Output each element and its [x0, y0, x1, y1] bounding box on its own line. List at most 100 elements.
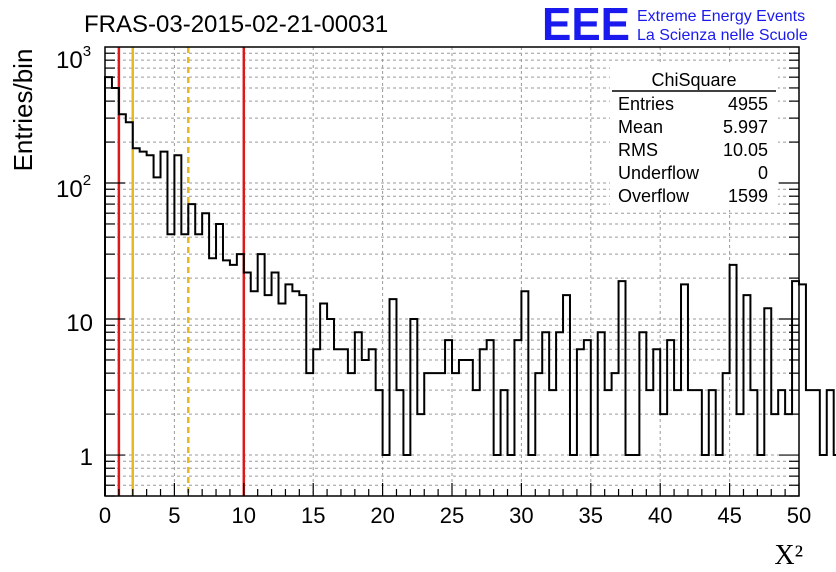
- eee-logo: EEE Extreme Energy Events La Scienza nel…: [542, 0, 808, 50]
- histogram-bin: [813, 390, 820, 496]
- histogram-bin: [723, 373, 730, 496]
- histogram-bin: [521, 291, 528, 496]
- histogram-bin: [591, 455, 598, 496]
- histogram-bin: [827, 390, 834, 496]
- stats-box-bg: [610, 64, 778, 210]
- x-tick-label: 30: [509, 503, 533, 528]
- histogram-bin: [147, 155, 154, 496]
- histogram-bin: [390, 299, 397, 496]
- histogram-bin: [695, 390, 702, 496]
- histogram-bin: [563, 295, 570, 496]
- histogram-bin: [487, 340, 494, 496]
- histogram-bin: [626, 455, 633, 496]
- histogram-bin: [619, 281, 626, 496]
- stats-label-overflow: Overflow: [618, 186, 690, 206]
- histogram-bin: [362, 360, 369, 496]
- histogram-bin: [445, 340, 452, 496]
- histogram-bin: [743, 295, 750, 496]
- histogram-bin: [480, 349, 487, 496]
- histogram-bin: [424, 373, 431, 496]
- histogram-bin: [251, 291, 258, 496]
- histogram-bin: [161, 152, 168, 496]
- histogram-bin: [285, 284, 292, 496]
- histogram-bin: [730, 265, 737, 496]
- histogram-bin: [341, 349, 348, 496]
- histogram-bin: [612, 373, 619, 496]
- x-tick-label: 10: [232, 503, 256, 528]
- histogram-bin: [806, 390, 813, 496]
- histogram-bin: [542, 332, 549, 496]
- histogram-bin: [716, 455, 723, 496]
- histogram-bin: [764, 308, 771, 496]
- histogram-bin: [154, 177, 161, 496]
- histogram-bin: [140, 152, 147, 496]
- histogram-bin: [459, 360, 466, 496]
- histogram-bin: [202, 213, 209, 496]
- histogram-bin: [292, 291, 299, 496]
- stats-value-rms: 10.05: [723, 140, 768, 160]
- stats-value-entries: 4955: [728, 94, 768, 114]
- y-tick-labels: 103 102 10 1: [56, 43, 93, 471]
- histogram-bin: [105, 77, 112, 496]
- histogram-bin: [279, 304, 286, 496]
- histogram-bin: [223, 260, 230, 496]
- logo-line-2: La Scienza nelle Scuole: [637, 27, 808, 44]
- histogram-bin: [417, 414, 424, 496]
- histogram-bin: [570, 455, 577, 496]
- y-tick-label-100: 102: [56, 172, 91, 203]
- histogram-bin: [556, 332, 563, 496]
- histogram-bin: [174, 155, 181, 496]
- histogram-bin: [327, 319, 334, 496]
- histogram-bin: [688, 390, 695, 496]
- histogram-bin: [820, 455, 827, 496]
- histogram-bin: [605, 390, 612, 496]
- x-tick-label: 20: [370, 503, 394, 528]
- logo-mark: EEE: [542, 0, 630, 50]
- x-tick-label: 15: [301, 503, 325, 528]
- histogram-bin: [209, 258, 216, 496]
- histogram-bin: [598, 332, 605, 496]
- histogram-bin: [639, 332, 646, 496]
- histogram-bin: [535, 373, 542, 496]
- histogram-bin: [778, 390, 785, 496]
- histogram-bin: [195, 234, 202, 496]
- histogram-bin: [799, 284, 806, 496]
- histogram-bin: [508, 455, 515, 496]
- stats-value-mean: 5.997: [723, 117, 768, 137]
- y-tick-label-1000: 103: [56, 43, 91, 74]
- histogram-bin: [750, 390, 757, 496]
- histogram-bin: [702, 455, 709, 496]
- histogram-bin: [167, 234, 174, 496]
- histogram-bin: [181, 234, 188, 496]
- histogram-bin: [660, 414, 667, 496]
- histogram-bin: [709, 390, 716, 496]
- histogram-bin: [632, 455, 639, 496]
- histogram-bin: [313, 349, 320, 496]
- histogram-bin: [265, 295, 272, 496]
- histogram-bin: [549, 390, 556, 496]
- stats-value-overflow: 1599: [728, 186, 768, 206]
- x-tick-label: 50: [787, 503, 811, 528]
- histogram-bin: [334, 349, 341, 496]
- histogram-bin: [757, 455, 764, 496]
- x-tick-label: 0: [99, 503, 111, 528]
- histogram-bin: [667, 340, 674, 496]
- histogram-bin: [126, 122, 133, 496]
- histogram-bin: [438, 373, 445, 496]
- histogram-bin: [216, 224, 223, 496]
- x-tick-label: 25: [440, 503, 464, 528]
- histogram-bin: [133, 148, 140, 496]
- histogram-bin: [584, 340, 591, 496]
- chart-title: FRAS-03-2015-02-21-00031: [84, 11, 388, 38]
- stats-title: ChiSquare: [651, 70, 736, 90]
- histogram-bin: [528, 455, 535, 496]
- histogram-bin: [452, 373, 459, 496]
- histogram-bin: [431, 373, 438, 496]
- histogram-bin: [376, 390, 383, 496]
- y-tick-label-1: 1: [80, 444, 93, 471]
- x-axis-label: X²: [774, 540, 803, 571]
- stats-value-underflow: 0: [758, 163, 768, 183]
- histogram-bin: [494, 455, 501, 496]
- histogram-bin: [348, 373, 355, 496]
